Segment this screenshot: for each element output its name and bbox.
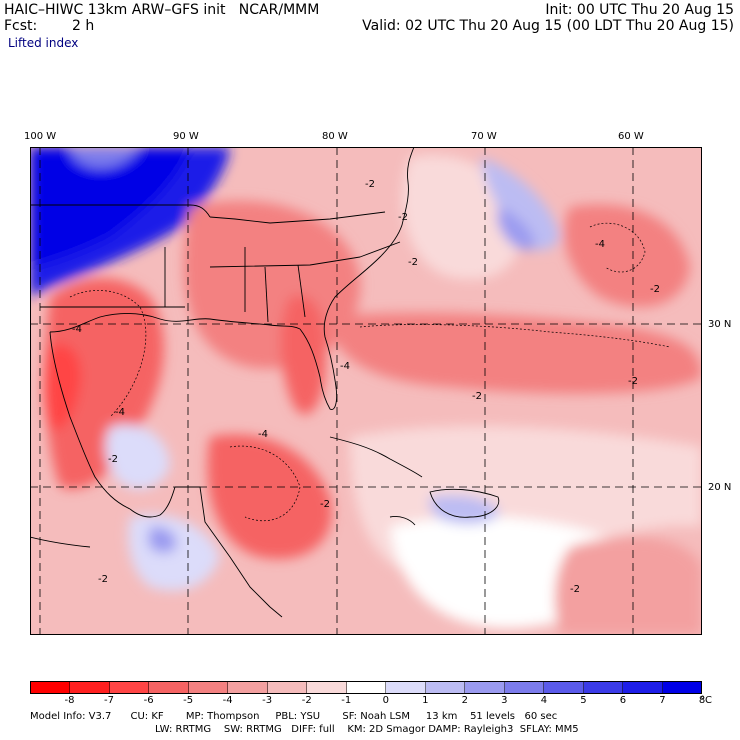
colorbar-segment — [583, 682, 624, 693]
contour-label: -2 — [408, 257, 418, 268]
colorbar-tick-label: 8 — [698, 695, 706, 706]
colorbar-tick-label: -5 — [183, 695, 194, 706]
forecast-hour-label: Fcst: — [4, 18, 38, 34]
colorbar-tick-label: -1 — [341, 695, 352, 706]
colorbar-segment — [504, 682, 545, 693]
contour-label: -2 — [650, 284, 660, 295]
colorbar-segment — [31, 682, 71, 693]
colorbar-segment — [544, 682, 584, 693]
contour-label: -2 — [472, 391, 482, 402]
colorbar-segment — [228, 682, 268, 693]
unstable-caribbean-west — [207, 434, 332, 559]
stable-atlantic-core — [497, 207, 535, 251]
lon-label-80w: 80 W — [322, 131, 348, 142]
contour-label: -2 — [570, 584, 580, 595]
colorbar-segment — [188, 682, 229, 693]
contour-label: -2 — [628, 376, 638, 387]
colorbar-tick-label: 3 — [501, 695, 508, 706]
colorbar-tick-label: -3 — [262, 695, 273, 706]
contour-label: -2 — [108, 454, 118, 465]
colorbar-segment — [623, 682, 663, 693]
contour-label: -4 — [258, 429, 268, 440]
contour-value-labels: -2 -2 -2 -2 -2 -2 -2 -2 -2 -2 -4 -4 -4 -… — [72, 179, 660, 595]
colorbar-tick-label: -7 — [104, 695, 115, 706]
model-info-line-2: LW: RRTMG SW: RRTMG DIFF: full KM: 2D Sm… — [155, 724, 579, 735]
contour-label: -4 — [595, 239, 605, 250]
lon-label-100w: 100 W — [24, 131, 57, 142]
model-title: HAIC–HIWC 13km ARW–GFS init NCAR/MMM — [4, 2, 320, 18]
model-info-line-1: Model Info: V3.7 CU: KF MP: Thompson PBL… — [30, 711, 558, 722]
stable-region-nw-light — [70, 147, 140, 169]
contour-label: -4 — [72, 324, 82, 335]
lon-label-60w: 60 W — [618, 131, 644, 142]
map-frame — [30, 147, 702, 635]
field-name: Lifted index — [8, 36, 79, 50]
colorbar-tick-label: 2 — [461, 695, 468, 706]
colorbar-tick-label: -8 — [64, 695, 75, 706]
lon-label-70w: 70 W — [471, 131, 497, 142]
colorbar-segment — [425, 682, 466, 693]
colorbar-tick-label: -6 — [143, 695, 154, 706]
colorbar-segment — [346, 682, 387, 693]
unstable-central-band — [330, 312, 702, 394]
colorbar-tick-label: 6 — [619, 695, 627, 706]
contour-label: -2 — [98, 574, 108, 585]
weak-mexico-interior — [105, 424, 170, 490]
colorbar-tick-label: 5 — [580, 695, 587, 706]
colorbar-segment — [386, 682, 426, 693]
colorbar-tick-label: -2 — [301, 695, 312, 706]
colorbar-segment — [267, 682, 308, 693]
graticule — [30, 147, 702, 635]
unstable-florida — [280, 295, 327, 415]
valid-time: Valid: 02 UTC Thu 20 Aug 15 (00 LDT Thu … — [362, 18, 734, 34]
lon-label-90w: 90 W — [173, 131, 199, 142]
stable-hispaniola — [429, 495, 500, 525]
stable-yucatan-spots — [148, 526, 177, 553]
colorbar-segment — [662, 682, 701, 693]
unstable-southeast-corner — [554, 536, 702, 635]
lifted-index-map: -2 -2 -2 -2 -2 -2 -2 -2 -2 -2 -4 -4 -4 -… — [30, 147, 702, 635]
colorbar-segment — [149, 682, 189, 693]
colorbar-tick-label: 0 — [382, 695, 389, 706]
lat-label-20n: 20 N — [708, 482, 732, 493]
contour-label: -2 — [320, 499, 330, 510]
colorbar-tick-label: 4 — [540, 695, 548, 706]
colorbar-unit: °C — [700, 695, 712, 706]
lat-label-30n: 30 N — [708, 319, 732, 330]
colorbar-labels: -8 -7 -6 -5 -4 -3 -2 -1 0 1 2 3 4 5 6 7 8 °C — [30, 695, 720, 707]
colorbar-segment — [307, 682, 347, 693]
colorbar-segment — [109, 682, 150, 693]
colorbar-segment — [465, 682, 505, 693]
colorbar-tick-label: 7 — [659, 695, 666, 706]
contour-label: -4 — [340, 361, 350, 372]
contour-label: -4 — [115, 407, 125, 418]
colorbar — [30, 681, 702, 694]
stable-region-northwest-core — [30, 147, 190, 267]
stable-atlantic-north — [480, 157, 560, 251]
unstable-east — [564, 204, 690, 307]
contour-label: -2 — [365, 179, 375, 190]
contour-label: -2 — [398, 212, 408, 223]
unstable-texas-coast — [44, 344, 81, 430]
colorbar-tick-label: 1 — [422, 695, 429, 706]
colorbar-tick-label: -4 — [222, 695, 233, 706]
contour-lines — [69, 222, 671, 521]
colorbar-segment — [70, 682, 110, 693]
forecast-hour-value: 2 h — [72, 18, 95, 34]
init-time: Init: 00 UTC Thu 20 Aug 15 — [545, 2, 734, 18]
